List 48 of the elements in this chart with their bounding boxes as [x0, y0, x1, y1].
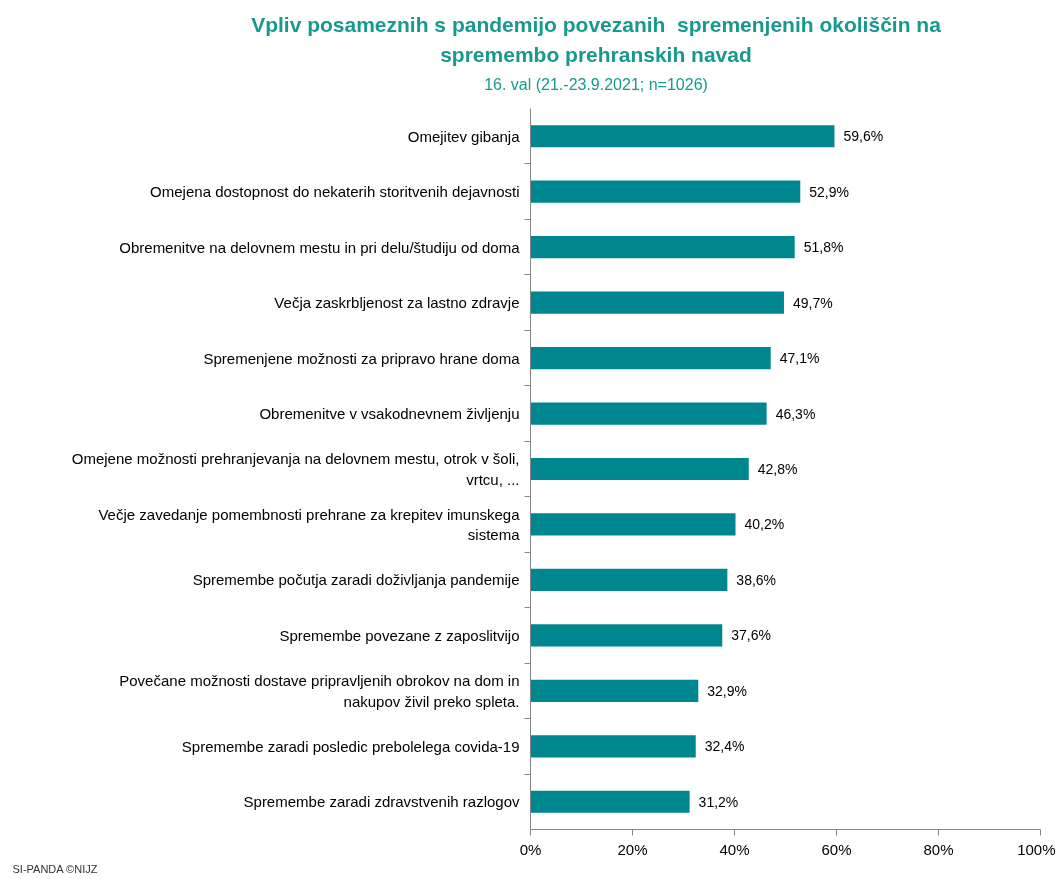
bar	[530, 180, 801, 203]
bar	[530, 125, 835, 148]
x-tick-label: 80%	[923, 840, 954, 858]
x-tick-label: 40%	[719, 840, 750, 858]
data-label: 51,8%	[803, 239, 844, 256]
data-label: 42,8%	[757, 461, 798, 477]
y-tick-label: Povečane možnosti dostave pripravljenih obrokov na dom in nakupov živil preko spleta.	[119, 672, 520, 710]
data-label: 47,1%	[779, 350, 820, 367]
data-label: 49,7%	[792, 294, 833, 311]
y-tick-label: Večja zaskrbljenost za lastno zdravje	[274, 294, 520, 312]
data-label: 59,6%	[843, 128, 884, 145]
y-tick-label: Spremembe zaradi posledic prebolelega covida-19	[181, 737, 520, 755]
y-tick-label: Spremembe povezane z zaposlitvijo	[279, 626, 520, 644]
chart-title: Vpliv posameznih s pandemijo povezanih spremenjenih okoliščin na spremembo prehranskih navad	[251, 12, 941, 68]
data-label: 38,6%	[736, 571, 777, 588]
data-label: 40,2%	[744, 516, 785, 533]
bar	[530, 568, 728, 592]
chart-subtitle: 16. val (21.-23.9.2021; n=1026)	[484, 75, 708, 95]
data-label: 31,2%	[698, 793, 739, 810]
y-tick-label: Obremenitve na delovnem mestu in pri delu/študiju od doma	[119, 238, 521, 256]
y-tick-label: Spremembe zaradi zdravstvenih razlogov	[243, 793, 520, 811]
bar	[530, 735, 696, 758]
bar	[530, 457, 749, 481]
text: SI-PANDA ©NIJZ	[12, 862, 98, 875]
data-label: 37,6%	[731, 627, 771, 644]
bar	[530, 291, 784, 314]
y-tick-label: Spremembe počutja zaradi doživljanja pandemije	[192, 571, 520, 589]
bar	[530, 679, 699, 702]
x-tick-label: 20%	[617, 840, 648, 858]
bar	[530, 346, 771, 370]
data-label: 32,9%	[707, 682, 747, 699]
bar	[530, 624, 723, 647]
y-tick-label: Obremenitve v vsakodnevnem življenju	[259, 405, 520, 423]
y-tick-label: Omejitev gibanja	[407, 127, 521, 145]
x-tick-label: 0%	[519, 840, 542, 858]
y-tick-label: Omejena dostopnost do nekaterih storitvenih dejavnosti	[150, 183, 520, 201]
data-label: 52,9%	[809, 183, 849, 200]
bar	[530, 402, 767, 425]
y-tick-label: Omejene možnosti prehranjevanja na delovnem mestu, otrok v šoli, vrtcu, ...	[71, 450, 520, 488]
x-tick-label: 60%	[821, 840, 852, 858]
y-tick-label: Spremenjene možnosti za pripravo hrane doma	[203, 349, 521, 367]
bar	[530, 236, 795, 259]
bar	[530, 790, 690, 813]
data-label: 46,3%	[775, 405, 816, 422]
bar	[530, 513, 736, 536]
x-tick-label: 100%	[1017, 840, 1055, 858]
y-tick-label: Večje zavedanje pomembnosti prehrane za krepitev imunskega sistema	[98, 505, 521, 544]
data-label: 32,4%	[704, 738, 745, 755]
